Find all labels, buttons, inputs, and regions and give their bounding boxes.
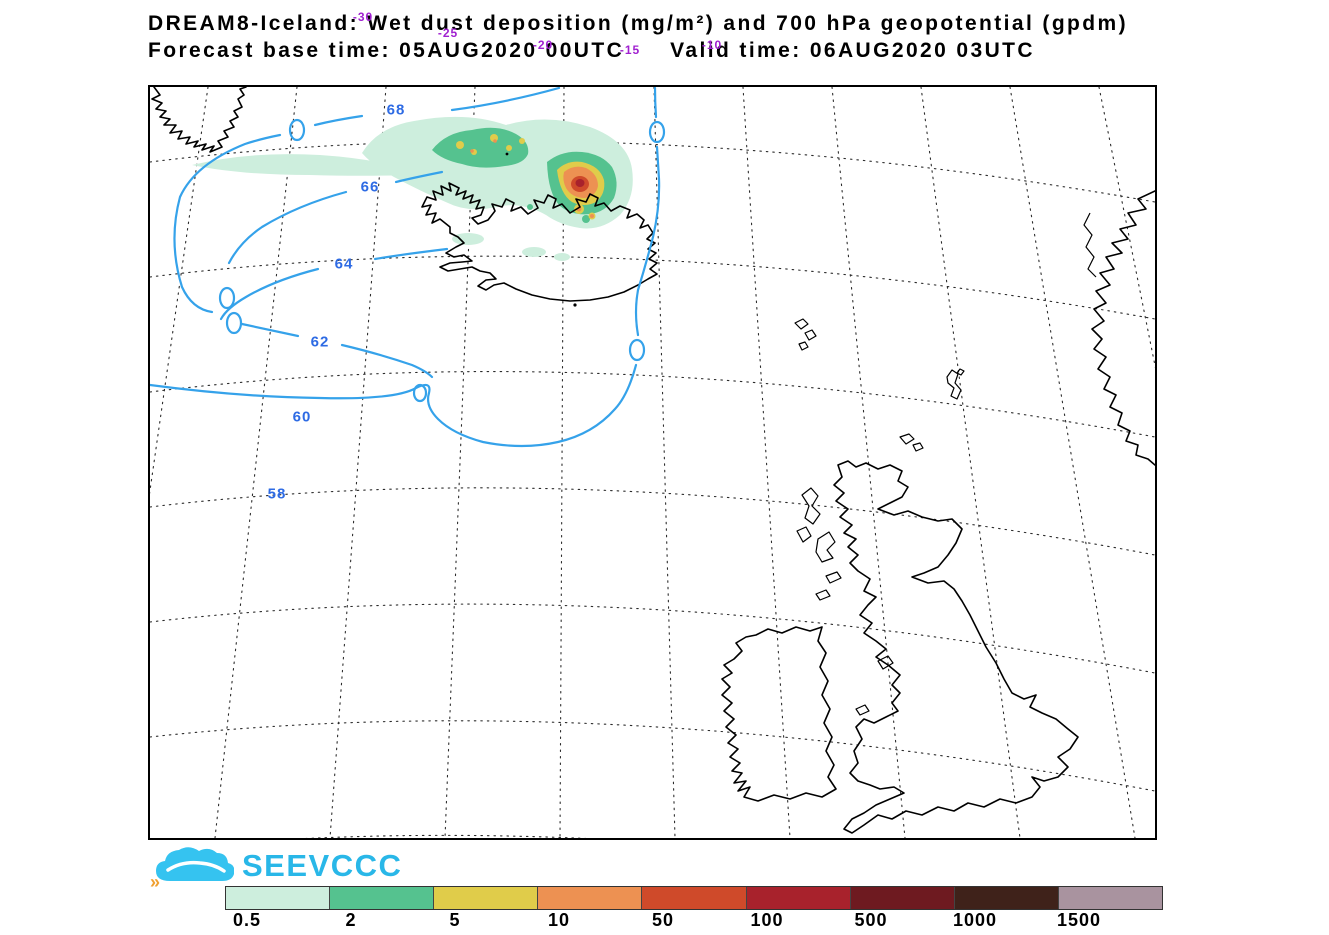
map-svg (150, 87, 1155, 838)
legend-cell (434, 887, 539, 909)
svg-text:»: » (150, 872, 160, 889)
legend-tick-label: 2 (345, 910, 357, 930)
legend-cell (330, 887, 435, 909)
legend-cell (538, 887, 643, 909)
seevccc-logo: » SEEVCCC (148, 843, 402, 889)
legend-colorbar (225, 886, 1163, 910)
chart-title: DREAM8-Iceland: Wet dust deposition (mg/… (148, 12, 1128, 35)
map-canvas: 68 66 64 62 60 58 (148, 85, 1157, 840)
legend-tick-label: 50 (651, 910, 675, 930)
legend-cell (1058, 887, 1162, 909)
coastlines (151, 87, 1155, 834)
coast-greenland (151, 87, 247, 153)
graticule-grid (150, 87, 1155, 838)
legend-tick-labels: 0.5 2 5 10 50 100 500 1000 1500 (225, 910, 1185, 934)
coast-hebrides (796, 487, 842, 601)
chart-subtitle: Forecast base time: 05AUG2020 00UTC Valid… (148, 37, 1128, 64)
legend-tick-label: 1000 (952, 910, 998, 930)
legend-cell (746, 887, 851, 909)
chart-titles: DREAM8-Iceland: Wet dust deposition (mg/… (148, 10, 1128, 64)
legend-tick-label: 0.5 (232, 910, 262, 930)
legend-tick-label: 100 (750, 910, 784, 930)
legend-cell (642, 887, 747, 909)
coast-shetland-orkney (899, 368, 965, 452)
coast-iceland (421, 182, 658, 302)
legend-cell (954, 887, 1059, 909)
legend-tick-label: 5 (449, 910, 461, 930)
coast-norway (1091, 190, 1155, 466)
coast-ireland (721, 626, 837, 802)
logo-text: SEEVCCC (242, 848, 403, 883)
forecast-base-time: Forecast base time: 05AUG2020 00UTC (148, 39, 625, 62)
legend-cell (226, 887, 331, 909)
dust-deposition-layer (192, 116, 633, 261)
legend-tick-label: 500 (854, 910, 888, 930)
coast-great-britain (833, 460, 1079, 834)
valid-time: Valid time: 06AUG2020 03UTC (670, 39, 1035, 62)
cloud-icon: » (150, 847, 234, 889)
legend-cell (850, 887, 955, 909)
geopotential-contours (150, 87, 666, 448)
legend-tick-label: 10 (547, 910, 571, 930)
coast-faroe-islands (794, 318, 817, 351)
legend-tick-label: 1500 (1056, 910, 1102, 930)
